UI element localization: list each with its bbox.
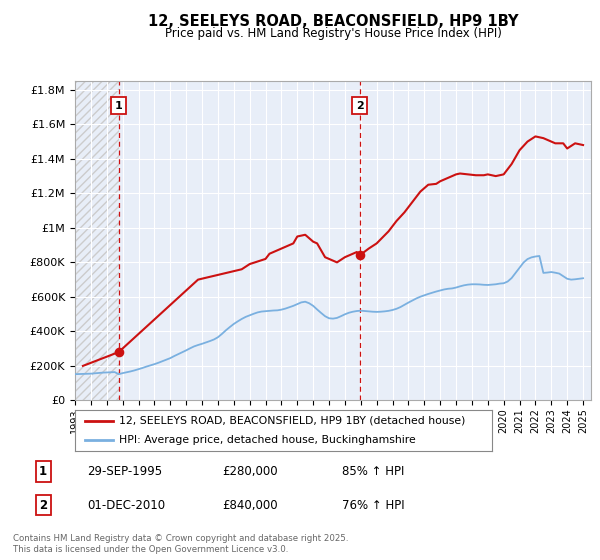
Text: HPI: Average price, detached house, Buckinghamshire: HPI: Average price, detached house, Buck… xyxy=(119,435,416,445)
Bar xyxy=(75,81,119,400)
Text: 12, SEELEYS ROAD, BEACONSFIELD, HP9 1BY (detached house): 12, SEELEYS ROAD, BEACONSFIELD, HP9 1BY … xyxy=(119,416,465,426)
Text: 1: 1 xyxy=(115,101,122,111)
Text: £840,000: £840,000 xyxy=(222,498,278,512)
Text: 1: 1 xyxy=(39,465,47,478)
Text: 2: 2 xyxy=(39,498,47,512)
Text: 76% ↑ HPI: 76% ↑ HPI xyxy=(342,498,404,512)
Text: 01-DEC-2010: 01-DEC-2010 xyxy=(87,498,165,512)
Text: Price paid vs. HM Land Registry's House Price Index (HPI): Price paid vs. HM Land Registry's House … xyxy=(164,27,502,40)
Text: 2: 2 xyxy=(356,101,364,111)
Point xyxy=(355,251,364,260)
Point xyxy=(114,348,124,357)
Text: £280,000: £280,000 xyxy=(222,465,278,478)
Text: 29-SEP-1995: 29-SEP-1995 xyxy=(87,465,162,478)
Text: Contains HM Land Registry data © Crown copyright and database right 2025.
This d: Contains HM Land Registry data © Crown c… xyxy=(13,534,349,554)
Text: 85% ↑ HPI: 85% ↑ HPI xyxy=(342,465,404,478)
Text: 12, SEELEYS ROAD, BEACONSFIELD, HP9 1BY: 12, SEELEYS ROAD, BEACONSFIELD, HP9 1BY xyxy=(148,14,518,29)
